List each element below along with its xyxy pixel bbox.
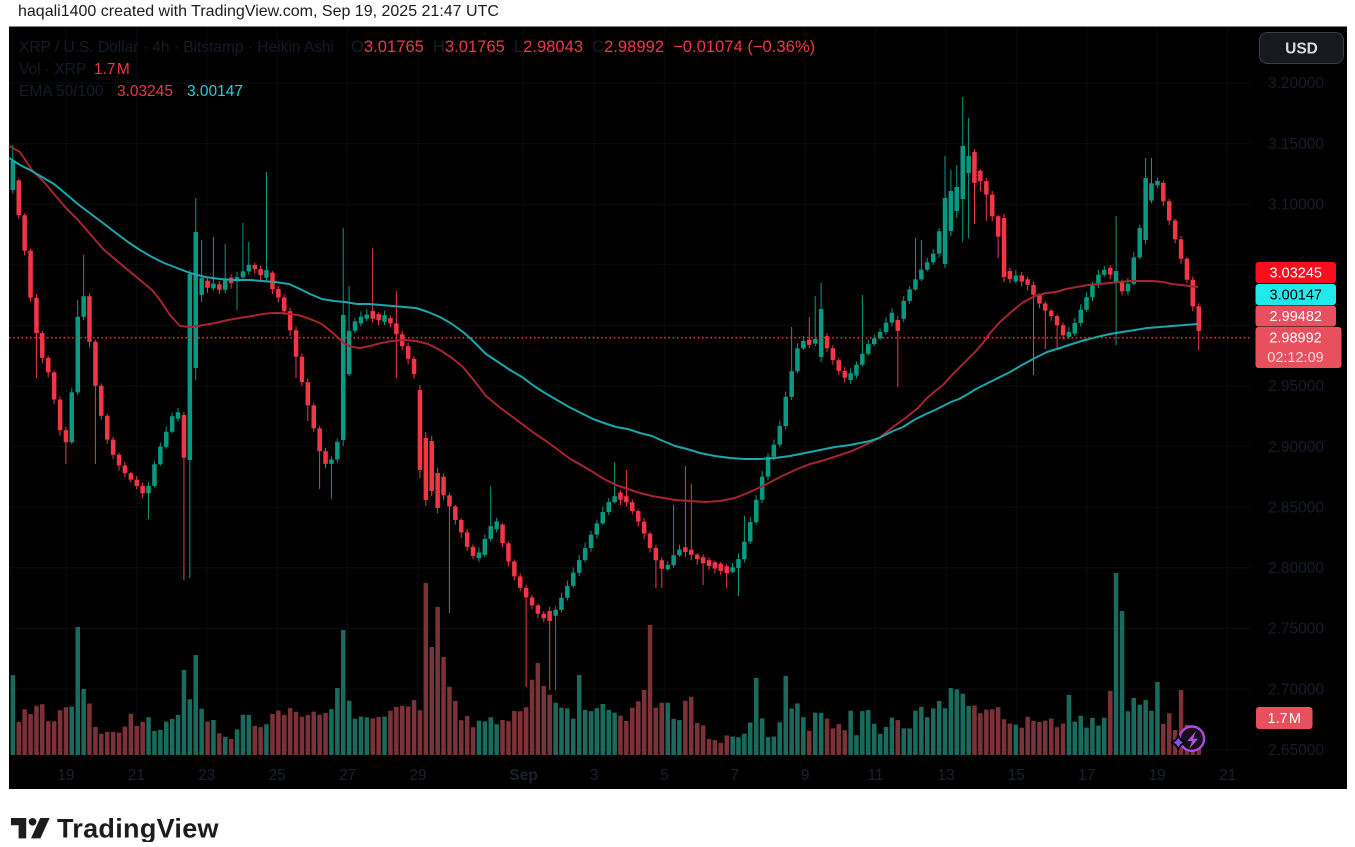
svg-text:3.15000: 3.15000 [1268,136,1324,153]
svg-text:3.03245: 3.03245 [117,83,173,100]
svg-text:17: 17 [1078,767,1095,784]
svg-text:5: 5 [660,767,669,784]
svg-text:3.03245: 3.03245 [1270,266,1322,282]
svg-text:2.90000: 2.90000 [1268,439,1324,456]
svg-text:21: 21 [1219,767,1236,784]
svg-text:9: 9 [801,767,810,784]
svg-text:19: 19 [57,767,74,784]
svg-text:29: 29 [409,767,426,784]
svg-text:3.10000: 3.10000 [1268,196,1324,213]
svg-text:15: 15 [1008,767,1025,784]
svg-text:2.75000: 2.75000 [1268,621,1324,638]
svg-text:TradingView: TradingView [57,818,220,842]
svg-text:02:12:09: 02:12:09 [1267,350,1323,366]
svg-text:2.70000: 2.70000 [1268,681,1324,698]
svg-text:EMA 50/100: EMA 50/100 [19,83,104,100]
svg-text:2.95000: 2.95000 [1268,378,1324,395]
svg-text:7: 7 [730,767,739,784]
svg-text:2.65000: 2.65000 [1268,742,1324,759]
svg-text:1.7 M: 1.7 M [1268,711,1301,727]
svg-text:3.00147: 3.00147 [187,83,243,100]
svg-text:3.20000: 3.20000 [1268,75,1324,92]
svg-text:25: 25 [269,767,286,784]
svg-text:2.85000: 2.85000 [1268,500,1324,517]
svg-text:Sep: Sep [509,767,537,784]
svg-text:19: 19 [1149,767,1166,784]
svg-text:USD: USD [1285,41,1318,58]
svg-text:1.7 M: 1.7 M [94,61,130,78]
svg-text:23: 23 [198,767,215,784]
svg-text:Vol · XRP: Vol · XRP [19,61,86,78]
svg-text:2.98992: 2.98992 [1269,331,1321,347]
svg-text:21: 21 [128,767,145,784]
svg-text:2.80000: 2.80000 [1268,560,1324,577]
svg-text:2.99482: 2.99482 [1270,309,1322,325]
svg-text:11: 11 [868,767,884,784]
svg-text:3: 3 [590,767,599,784]
svg-text:3.00147: 3.00147 [1270,288,1322,304]
svg-text:13: 13 [937,767,954,784]
svg-text:27: 27 [339,767,356,784]
svg-text:XRP / U.S. Dollar · 4h · Bitst: XRP / U.S. Dollar · 4h · Bitstamp · Heik… [19,39,334,56]
